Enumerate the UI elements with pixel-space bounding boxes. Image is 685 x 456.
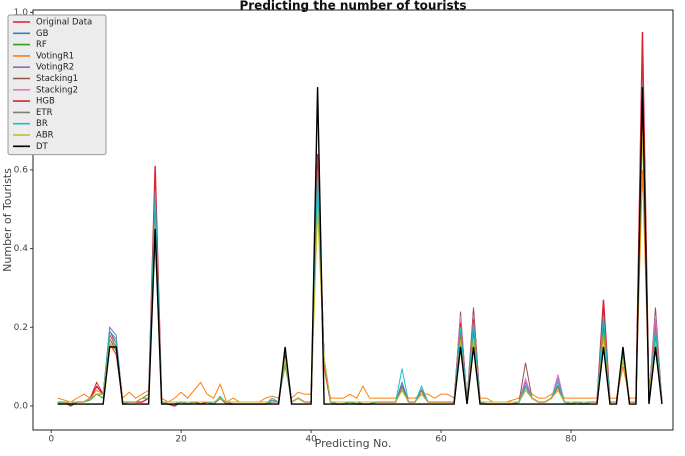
x-tick-label: 20 bbox=[175, 435, 187, 445]
legend-label: VotingR2 bbox=[36, 63, 74, 73]
series-line bbox=[57, 87, 663, 405]
legend-label: DT bbox=[36, 142, 49, 152]
x-tick-label: 0 bbox=[48, 435, 54, 445]
series-line bbox=[57, 110, 663, 405]
series-line bbox=[57, 71, 663, 405]
legend-label: VotingR1 bbox=[36, 51, 74, 61]
legend-label: ETR bbox=[36, 108, 53, 118]
series-line bbox=[57, 83, 663, 405]
x-tick-label: 60 bbox=[435, 435, 447, 445]
series-line bbox=[57, 79, 663, 405]
legend: Original DataGBRFVotingR1VotingR2Stackin… bbox=[7, 14, 107, 156]
legend-label: Stacking2 bbox=[36, 85, 78, 95]
legend-label: Stacking1 bbox=[36, 74, 78, 84]
x-tick-label: 80 bbox=[565, 435, 577, 445]
legend-label: Original Data bbox=[36, 18, 92, 28]
series-line bbox=[57, 130, 663, 403]
y-axis-label: Number of Tourists bbox=[1, 168, 14, 272]
legend-box bbox=[7, 14, 107, 156]
legend-label: GB bbox=[36, 29, 49, 39]
series-line bbox=[57, 43, 663, 405]
legend-label: HGB bbox=[36, 97, 55, 107]
chart-title: Predicting the number of tourists bbox=[239, 0, 466, 13]
y-tick-label: 1.0 bbox=[14, 8, 29, 18]
series-line bbox=[57, 59, 663, 405]
y-tick-label: 0.2 bbox=[14, 323, 28, 333]
y-tick-label: 0.4 bbox=[14, 244, 29, 254]
legend-label: RF bbox=[36, 40, 47, 50]
y-tick-label: 0.0 bbox=[14, 401, 29, 411]
y-tick-label: 0.6 bbox=[14, 165, 29, 175]
series-line bbox=[57, 91, 663, 405]
series-line bbox=[57, 32, 663, 407]
series-line bbox=[57, 169, 663, 403]
legend-label: BR bbox=[36, 119, 48, 129]
plot-frame bbox=[32, 9, 674, 431]
series-line bbox=[57, 51, 663, 405]
x-axis-label: Predicting No. bbox=[315, 437, 392, 450]
x-tick-label: 40 bbox=[305, 435, 317, 445]
legend-label: ABR bbox=[36, 131, 54, 141]
